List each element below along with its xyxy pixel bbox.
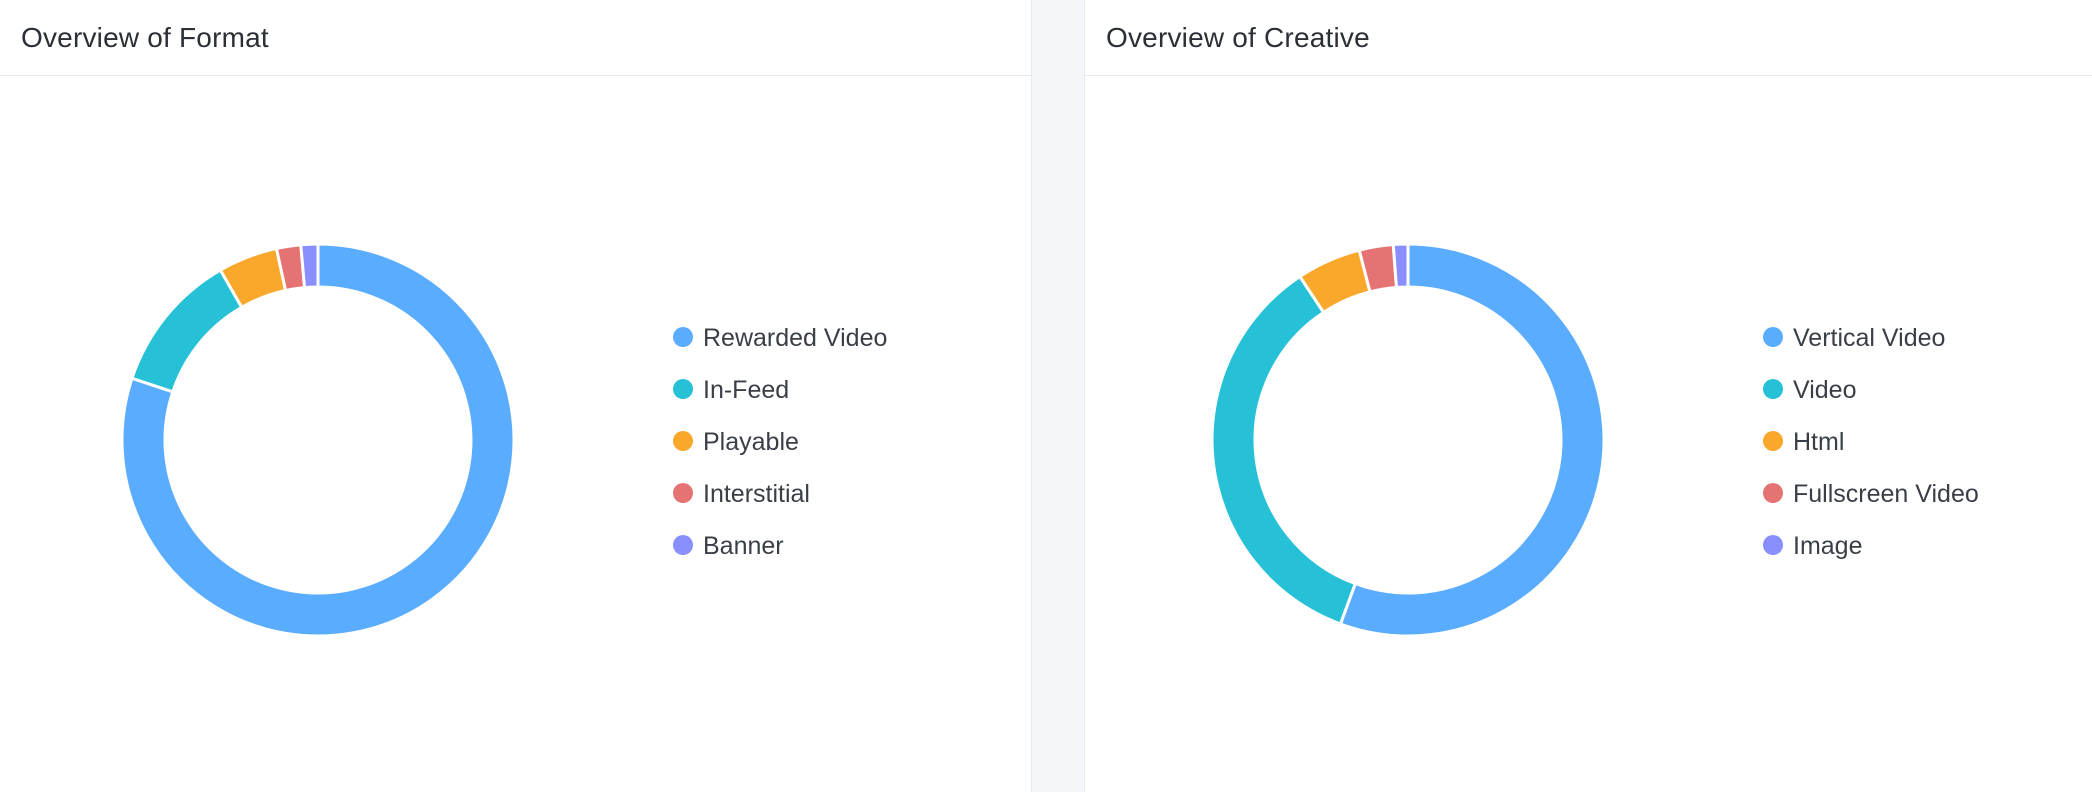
donut-slice-image[interactable] [1391,242,1410,290]
legend-label[interactable]: Rewarded Video [703,324,887,352]
legend-marker[interactable] [1763,431,1783,451]
legend-marker[interactable] [673,431,693,451]
format-overview-panel: Overview of Format Rewarded Video In-Feed… [0,0,1032,792]
panel-title: Overview of Format [21,21,269,53]
legend-marker[interactable] [1763,483,1783,503]
donut-slice-video[interactable] [1210,274,1358,626]
creative-overview-panel: Overview of Creative Vertical Video Video… [1084,0,2092,792]
donut-slice-in-feed[interactable] [130,268,244,394]
donut-slice-vertical-video[interactable] [1338,242,1606,638]
donut-slice-banner[interactable] [299,242,320,290]
legend-label[interactable]: Interstitial [703,480,810,508]
legend-label[interactable]: Fullscreen Video [1793,480,1979,508]
legend-marker[interactable] [673,483,693,503]
legend-marker[interactable] [1763,535,1783,555]
legend-marker[interactable] [673,327,693,347]
legend-label[interactable]: Html [1793,428,1844,456]
legend-label[interactable]: Vertical Video [1793,324,1945,352]
legend-label[interactable]: Playable [703,428,799,456]
legend-marker[interactable] [1763,379,1783,399]
panel-header: Overview of Format [0,0,1031,76]
legend-marker[interactable] [673,535,693,555]
panel-header: Overview of Creative [1085,0,2092,76]
donut-slice-rewarded-video[interactable] [120,242,516,638]
legend-label[interactable]: Image [1793,532,1862,560]
panel-title: Overview of Creative [1106,21,1370,53]
legend-label[interactable]: Video [1793,376,1857,404]
legend-label[interactable]: In-Feed [703,376,789,404]
legend-marker[interactable] [673,379,693,399]
legend-label[interactable]: Banner [703,532,784,560]
legend-marker[interactable] [1763,327,1783,347]
creative-donut-chart: Vertical Video Video Html Fullscreen Video I… [1210,242,1979,638]
format-donut-chart: Rewarded Video In-Feed Playable Interstitia… [120,242,887,638]
